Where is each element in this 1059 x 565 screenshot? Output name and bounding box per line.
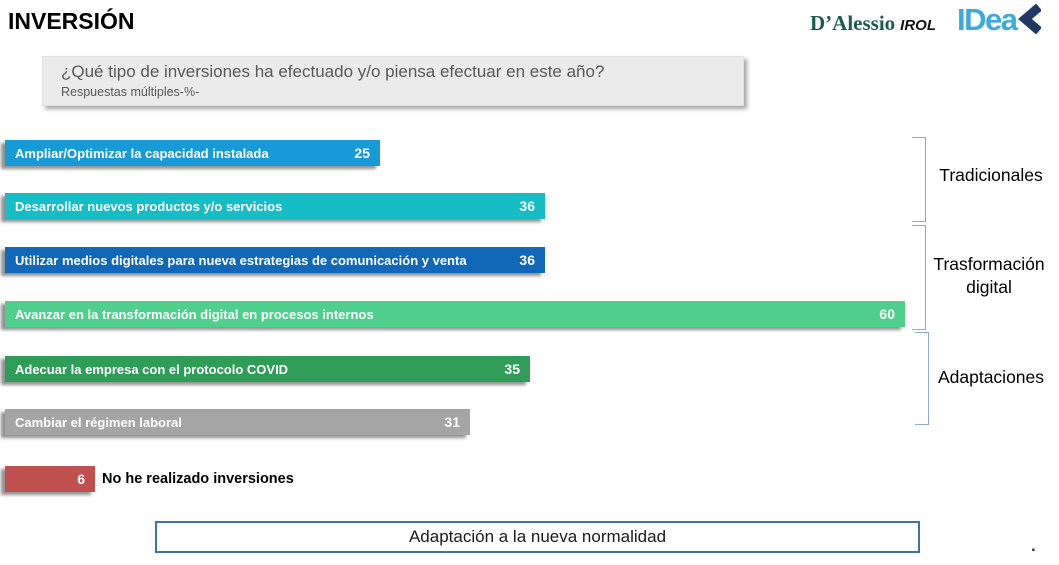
- page-title: INVERSIÓN: [8, 8, 135, 34]
- question-box: ¿Qué tipo de inversiones ha efectuado y/…: [42, 56, 744, 106]
- bar-row: 6 No he realizado inversiones: [5, 466, 294, 492]
- bar-row: Ampliar/Optimizar la capacidad instalada…: [5, 140, 380, 166]
- footnote-dot: .: [1031, 536, 1036, 555]
- group-bracket-tradicionales: [912, 137, 926, 222]
- bar-row: Utilizar medios digitales para nueva est…: [5, 247, 545, 273]
- idea-logo-text: IDea: [957, 2, 1018, 37]
- group-bracket-adaptaciones: [915, 332, 929, 425]
- bar-value: 6: [77, 471, 85, 487]
- bar-medios-digitales: Utilizar medios digitales para nueva est…: [5, 247, 545, 273]
- irol-logo-text: IROL: [900, 17, 937, 34]
- bar-row: Adecuar la empresa con el protocolo COVI…: [5, 356, 530, 382]
- bar-value: 60: [879, 306, 895, 322]
- footer-box-label: Adaptación a la nueva normalidad: [408, 527, 667, 546]
- bar-label: Utilizar medios digitales para nueva est…: [15, 252, 467, 268]
- bar-value: 36: [519, 252, 535, 268]
- bar-nuevos-productos: Desarrollar nuevos productos y/o servici…: [5, 193, 545, 219]
- group-label-trasformacion-digital: Trasformación digital: [933, 254, 1045, 297]
- bar-label: Cambiar el régimen laboral: [15, 414, 182, 430]
- dalessio-logo-text: D’Alessio: [810, 11, 896, 35]
- bar-value: 25: [354, 145, 370, 161]
- bar-outside-label: No he realizado inversiones: [102, 471, 294, 487]
- question-text: ¿Qué tipo de inversiones ha efectuado y/…: [61, 62, 605, 81]
- bar-row: Desarrollar nuevos productos y/o servici…: [5, 193, 545, 219]
- bar-value: 31: [444, 414, 460, 430]
- idea-logo: IDea: [957, 1, 1043, 39]
- bar-value: 35: [504, 361, 520, 377]
- bar-value: 36: [519, 198, 535, 214]
- bar-label: Avanzar en la transformación digital en …: [15, 306, 374, 322]
- bar-transformacion-digital: Avanzar en la transformación digital en …: [5, 301, 905, 327]
- footer-box: Adaptación a la nueva normalidad: [155, 521, 920, 553]
- bar-label: Desarrollar nuevos productos y/o servici…: [15, 198, 283, 214]
- dalessio-irol-logo: D’Alessio IROL: [810, 11, 936, 36]
- group-label-adaptaciones: Adaptaciones: [937, 367, 1045, 387]
- bar-row: Avanzar en la transformación digital en …: [5, 301, 905, 327]
- idea-chevron-icon: [1017, 3, 1043, 39]
- bar-protocolo-covid: Adecuar la empresa con el protocolo COVI…: [5, 356, 530, 382]
- bar-label: Ampliar/Optimizar la capacidad instalada: [15, 145, 269, 161]
- bar-label: Adecuar la empresa con el protocolo COVI…: [15, 361, 289, 377]
- group-label-tradicionales: Tradicionales: [939, 165, 1043, 185]
- group-bracket-trasformacion-digital: [912, 225, 926, 330]
- bar-ampliar-capacidad: Ampliar/Optimizar la capacidad instalada…: [5, 140, 380, 166]
- bar-regimen-laboral: Cambiar el régimen laboral 31: [5, 409, 470, 435]
- question-subtitle: Respuestas múltiples-%-: [61, 85, 200, 99]
- bar-no-inversiones: 6: [5, 466, 95, 492]
- bar-row: Cambiar el régimen laboral 31: [5, 409, 470, 435]
